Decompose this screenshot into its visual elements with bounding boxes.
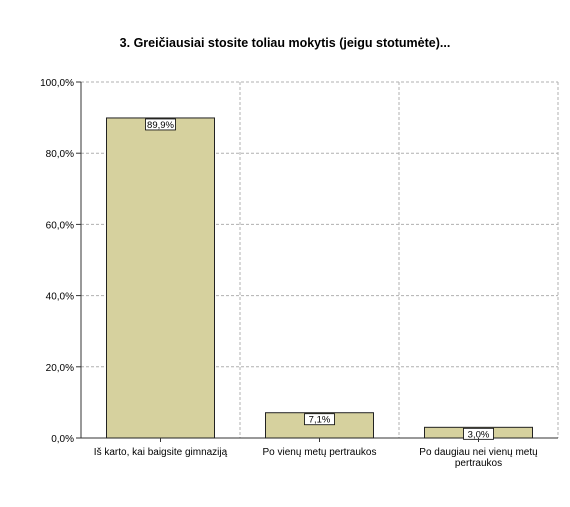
- data-label: 7,1%: [309, 415, 331, 426]
- y-tick-label: 80,0%: [46, 149, 74, 160]
- chart-title: 3. Greičiausiai stosite toliau mokytis (…: [119, 36, 451, 50]
- bar: [106, 117, 215, 439]
- y-tick-label: 20,0%: [46, 363, 74, 374]
- y-tick-label: 60,0%: [46, 220, 74, 231]
- y-tick-label: 40,0%: [46, 292, 74, 303]
- data-label: 3,0%: [468, 429, 490, 440]
- x-tick-label: Iš karto, kai baigsite gimnaziją: [94, 447, 228, 458]
- x-tick-label: Po daugiau nei vienų metų: [419, 447, 538, 458]
- data-label-box: [145, 118, 176, 131]
- data-label-box: [304, 413, 335, 426]
- x-tick-label: pertraukos: [455, 458, 502, 469]
- data-label: 89,9%: [147, 120, 174, 131]
- y-tick-label: 100,0%: [40, 78, 74, 89]
- y-tick-label: 0,0%: [51, 434, 74, 445]
- x-tick-label: Po vienų metų pertraukos: [263, 447, 377, 458]
